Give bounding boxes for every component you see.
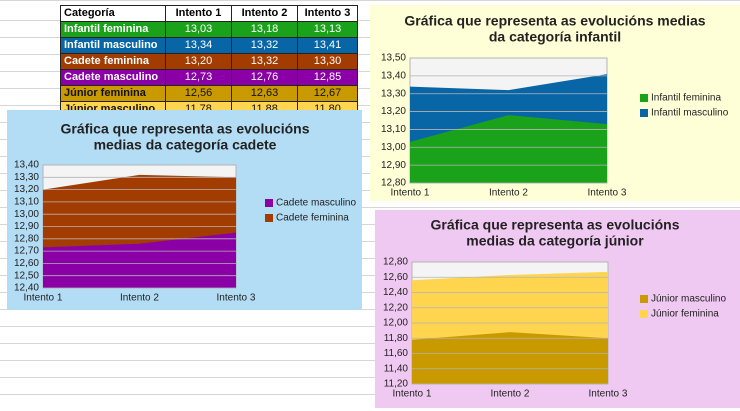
table-row: Cadete feminina 13,20 13,32 13,30 [60,53,358,70]
legend-swatch [640,310,648,318]
legend-swatch [640,295,648,303]
chart-title: Gráfica que representa as evolucións [431,217,680,233]
table-row: Categoría Intento 1 Intento 2 Intento 3 [60,5,358,22]
legend-swatch [640,109,648,117]
x-tick-label: Intento 3 [588,188,627,199]
table-row: Júnior feminina 12,56 12,63 12,67 [60,85,358,102]
chart-title: Gráfica que representa as evolucións med… [404,13,705,29]
table-cell: 13,32 [231,37,298,54]
y-tick-label: 12,00 [383,318,408,329]
area [43,232,236,288]
y-tick-label: 12,60 [14,258,39,269]
y-tick-label: 13,10 [14,197,39,208]
x-tick-label: Intento 2 [120,293,159,304]
area [410,115,607,183]
legend-label: Infantil masculino [651,108,729,119]
y-tick-label: 13,10 [381,124,406,135]
y-tick-label: 12,90 [381,160,406,171]
table-cell: 12,73 [165,69,232,86]
x-tick-label: Intento 1 [393,389,432,400]
table-cell: 12,76 [231,69,298,86]
legend-label: Cadete feminina [276,213,349,224]
table-cell: Cadete masculino [60,69,166,86]
legend-label: Júnior masculino [651,294,726,305]
y-tick-label: 12,60 [383,272,408,283]
y-tick-label: 12,70 [14,246,39,257]
x-tick-label: Intento 2 [491,389,530,400]
area [412,332,608,384]
y-tick-label: 13,00 [381,142,406,153]
table-cell: 13,32 [231,53,298,70]
table-cell: Infantil feminina [60,21,166,38]
x-tick-label: Intento 1 [391,188,430,199]
y-tick-label: 13,30 [381,88,406,99]
table-cell: Categoría [60,5,166,22]
x-tick-label: Intento 1 [24,293,63,304]
table-cell: 13,30 [297,53,358,70]
table-cell: Infantil masculino [60,37,166,54]
table-cell: 13,18 [231,21,298,38]
y-tick-label: 12,80 [383,257,408,268]
y-tick-label: 12,20 [383,302,408,313]
chart-title: medias da categoría júnior [466,233,644,249]
data-table: Categoría Intento 1 Intento 2 Intento 3 Infa… [60,5,358,118]
legend-swatch [265,199,273,207]
y-tick-label: 13,50 [381,53,406,64]
y-tick-label: 13,00 [14,209,39,220]
y-tick-label: 12,40 [14,283,39,294]
y-tick-label: 11,20 [384,379,409,390]
y-tick-label: 11,40 [384,363,409,374]
legend-label: Cadete masculino [276,198,356,209]
table-row: Cadete masculino 12,73 12,76 12,85 [60,69,358,86]
y-tick-label: 11,60 [384,348,409,359]
table-cell: 12,67 [297,85,358,102]
y-tick-label: 11,80 [384,333,409,344]
table-cell: 12,85 [297,69,358,86]
table-cell: Intento 1 [165,5,232,22]
chart-title: medias da categoría cadete [94,137,277,153]
chart-title: da categoría infantil [489,29,621,45]
x-tick-label: Intento 3 [217,293,256,304]
table-cell: Cadete feminina [60,53,166,70]
chart-title: Gráfica que representa as evolucións [61,121,310,137]
y-tick-label: 12,90 [14,221,39,232]
y-tick-label: 13,40 [381,70,406,81]
y-tick-label: 13,20 [381,106,406,117]
legend-swatch [640,94,648,102]
legend-label: Júnior feminina [651,309,719,320]
y-tick-label: 12,40 [383,287,408,298]
table-cell: 13,03 [165,21,232,38]
legend-label: Infantil feminina [651,93,721,104]
y-tick-label: 12,80 [381,178,406,189]
y-tick-label: 13,20 [14,184,39,195]
legend-swatch [265,214,273,222]
x-tick-label: Intento 2 [489,188,528,199]
y-tick-label: 13,40 [14,160,39,171]
table-cell: 12,56 [165,85,232,102]
y-tick-label: 12,80 [14,233,39,244]
x-tick-label: Intento 3 [589,389,628,400]
y-tick-label: 13,30 [14,172,39,183]
table-row: Infantil masculino 13,34 13,32 13,41 [60,37,358,54]
y-tick-label: 12,50 [14,270,39,281]
table-cell: Intento 2 [231,5,298,22]
table-cell: 13,20 [165,53,232,70]
